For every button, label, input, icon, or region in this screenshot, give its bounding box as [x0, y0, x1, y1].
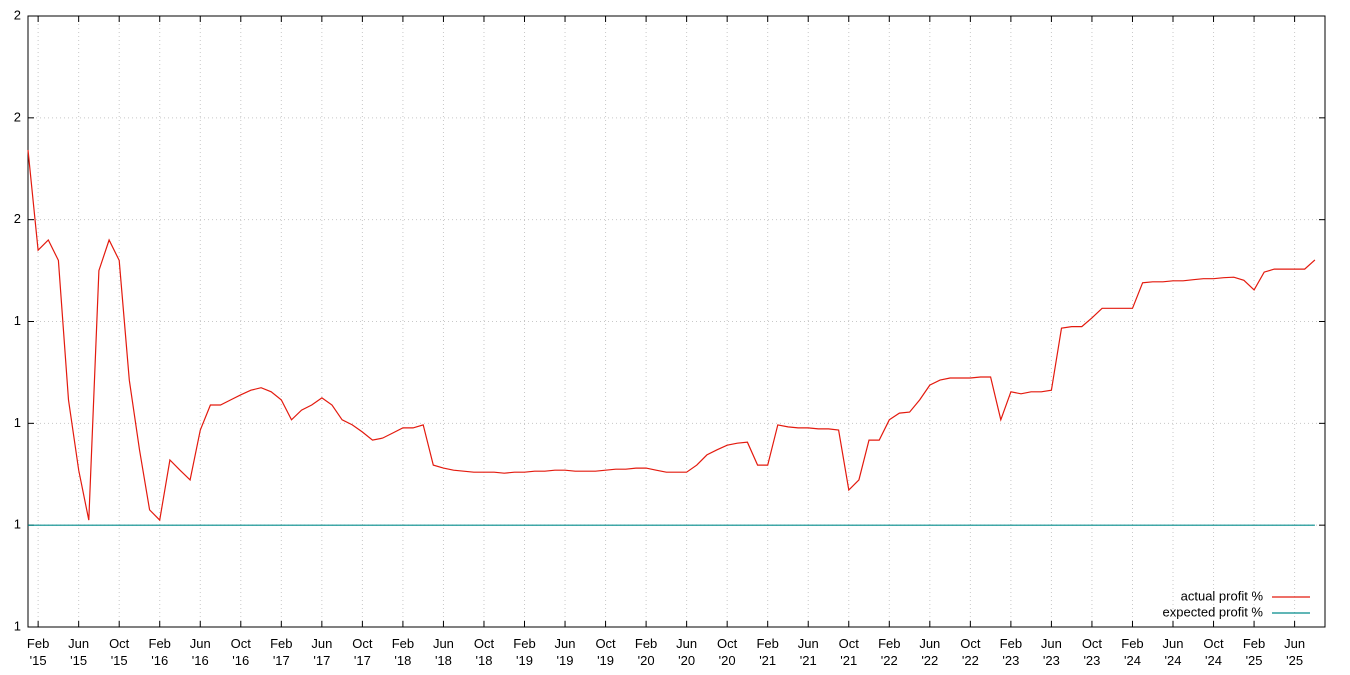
series-line — [27, 149, 1316, 522]
x-tick-label: Oct '18 — [473, 636, 495, 668]
y-tick-label: 2 — [14, 211, 21, 226]
y-tick-label: 1 — [14, 415, 21, 430]
x-tick-label: Feb '24 — [1121, 636, 1144, 668]
x-tick-label: Oct '16 — [230, 636, 251, 668]
x-tick-label: Oct '20 — [717, 636, 738, 668]
x-tick-label: Jun '24 — [1162, 636, 1184, 668]
x-tick-label: Feb '18 — [391, 636, 415, 668]
x-tick-label: Oct '19 — [595, 636, 616, 668]
x-tick-label: Jun '21 — [797, 636, 819, 668]
y-tick-label: 2 — [14, 7, 21, 22]
x-tick-label: Feb '17 — [270, 636, 293, 668]
x-tick-label: Jun '22 — [919, 636, 941, 668]
x-tick-label: Feb '25 — [1242, 636, 1266, 668]
x-tick-label: Oct '17 — [352, 636, 373, 668]
x-tick-label: Jun '16 — [189, 636, 211, 668]
y-tick-label: 1 — [14, 618, 21, 633]
x-tick-label: Oct '15 — [109, 636, 130, 668]
x-tick-label: Oct '21 — [838, 636, 859, 668]
x-tick-label: Oct '24 — [1203, 636, 1224, 668]
legend-label: actual profit % — [1181, 588, 1264, 603]
x-tick-label: Jun '15 — [68, 636, 90, 668]
x-tick-label: Feb '19 — [513, 636, 536, 668]
x-tick-label: Feb '20 — [634, 636, 658, 668]
legend-label: expected profit % — [1163, 604, 1264, 619]
x-tick-label: Oct '23 — [1081, 636, 1103, 668]
x-tick-label: Feb '22 — [878, 636, 901, 668]
y-tick-label: 2 — [14, 109, 21, 124]
x-tick-label: Jun '18 — [432, 636, 454, 668]
x-tick-label: Oct '22 — [960, 636, 981, 668]
x-tick-label: Feb '16 — [148, 636, 171, 668]
x-tick-label: Feb '21 — [756, 636, 779, 668]
x-tick-label: Feb '23 — [999, 636, 1023, 668]
x-tick-label: Feb '15 — [26, 636, 50, 668]
x-tick-label: Jun '23 — [1040, 636, 1062, 668]
y-tick-label: 1 — [14, 517, 21, 532]
y-tick-label: 1 — [14, 313, 21, 328]
x-tick-label: Jun '19 — [554, 636, 576, 668]
x-tick-label: Jun '25 — [1284, 636, 1306, 668]
x-tick-label: Jun '20 — [676, 636, 698, 668]
x-tick-label: Jun '17 — [311, 636, 333, 668]
plot-frame — [27, 15, 1326, 628]
